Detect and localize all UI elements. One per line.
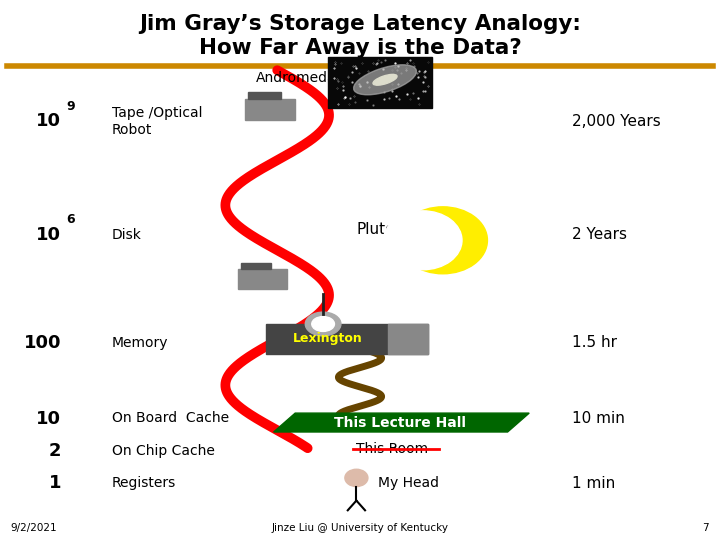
Circle shape (384, 211, 462, 270)
Text: Jim Gray’s Storage Latency Analogy:: Jim Gray’s Storage Latency Analogy: (139, 14, 581, 34)
Text: 10: 10 (36, 112, 61, 131)
Ellipse shape (354, 65, 416, 95)
Text: Registers: Registers (112, 476, 176, 490)
Text: Pluto: Pluto (356, 222, 395, 237)
Text: 2: 2 (49, 442, 61, 460)
Text: Lexington: Lexington (293, 332, 363, 346)
Text: 1.5 hr: 1.5 hr (572, 335, 618, 350)
Bar (245, 99, 295, 120)
Text: 1 min: 1 min (572, 476, 616, 491)
Text: 2,000 Years: 2,000 Years (572, 114, 661, 129)
Text: 10: 10 (36, 409, 61, 428)
Text: On Chip Cache: On Chip Cache (112, 444, 215, 458)
Text: Memory: Memory (112, 336, 168, 350)
Text: My Head: My Head (378, 476, 439, 490)
Text: 100: 100 (24, 334, 61, 352)
Text: 10 min: 10 min (572, 411, 625, 426)
Polygon shape (274, 413, 529, 432)
Bar (328, 57, 432, 108)
Text: Andromeda: Andromeda (256, 71, 336, 85)
Text: 9/2/2021: 9/2/2021 (11, 523, 58, 533)
Text: This Lecture Hall: This Lecture Hall (333, 416, 466, 430)
Bar (248, 92, 281, 99)
Circle shape (398, 207, 487, 274)
Text: How Far Away is the Data?: How Far Away is the Data? (199, 37, 521, 58)
Ellipse shape (373, 75, 397, 85)
Text: 7: 7 (703, 523, 709, 533)
Text: 10: 10 (36, 226, 61, 244)
Ellipse shape (312, 316, 334, 332)
Text: 2 Years: 2 Years (572, 227, 627, 242)
Ellipse shape (305, 312, 341, 336)
Text: On Board  Cache: On Board Cache (112, 411, 229, 426)
Text: 9: 9 (66, 100, 75, 113)
Circle shape (345, 469, 368, 487)
Text: 1: 1 (49, 474, 61, 492)
Text: 6: 6 (66, 213, 75, 226)
Bar (241, 263, 271, 269)
Text: Jinze Liu @ University of Kentucky: Jinze Liu @ University of Kentucky (271, 523, 449, 533)
Bar (238, 269, 287, 289)
Text: This Room: This Room (356, 442, 428, 456)
Text: Tape /Optical
Robot: Tape /Optical Robot (112, 106, 202, 137)
Text: Disk: Disk (112, 228, 141, 242)
Bar (388, 324, 428, 354)
Bar (266, 324, 428, 354)
